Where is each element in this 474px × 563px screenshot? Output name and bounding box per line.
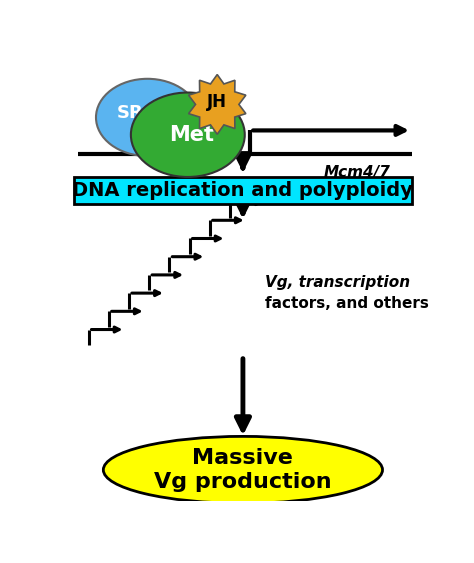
Text: Met: Met: [169, 125, 214, 145]
Ellipse shape: [131, 92, 245, 177]
FancyBboxPatch shape: [74, 177, 412, 204]
Text: Mcm4/7: Mcm4/7: [324, 165, 391, 180]
Polygon shape: [189, 74, 246, 134]
Ellipse shape: [96, 79, 199, 156]
Text: Massive: Massive: [192, 448, 293, 468]
Text: Vg, transcription: Vg, transcription: [265, 275, 410, 289]
Text: DNA replication and polyploidy: DNA replication and polyploidy: [73, 181, 413, 200]
Text: factors, and others: factors, and others: [265, 296, 429, 311]
Text: Vg production: Vg production: [154, 472, 332, 491]
Text: JH: JH: [207, 93, 227, 111]
Ellipse shape: [103, 436, 383, 503]
Text: SRC: SRC: [117, 104, 156, 122]
